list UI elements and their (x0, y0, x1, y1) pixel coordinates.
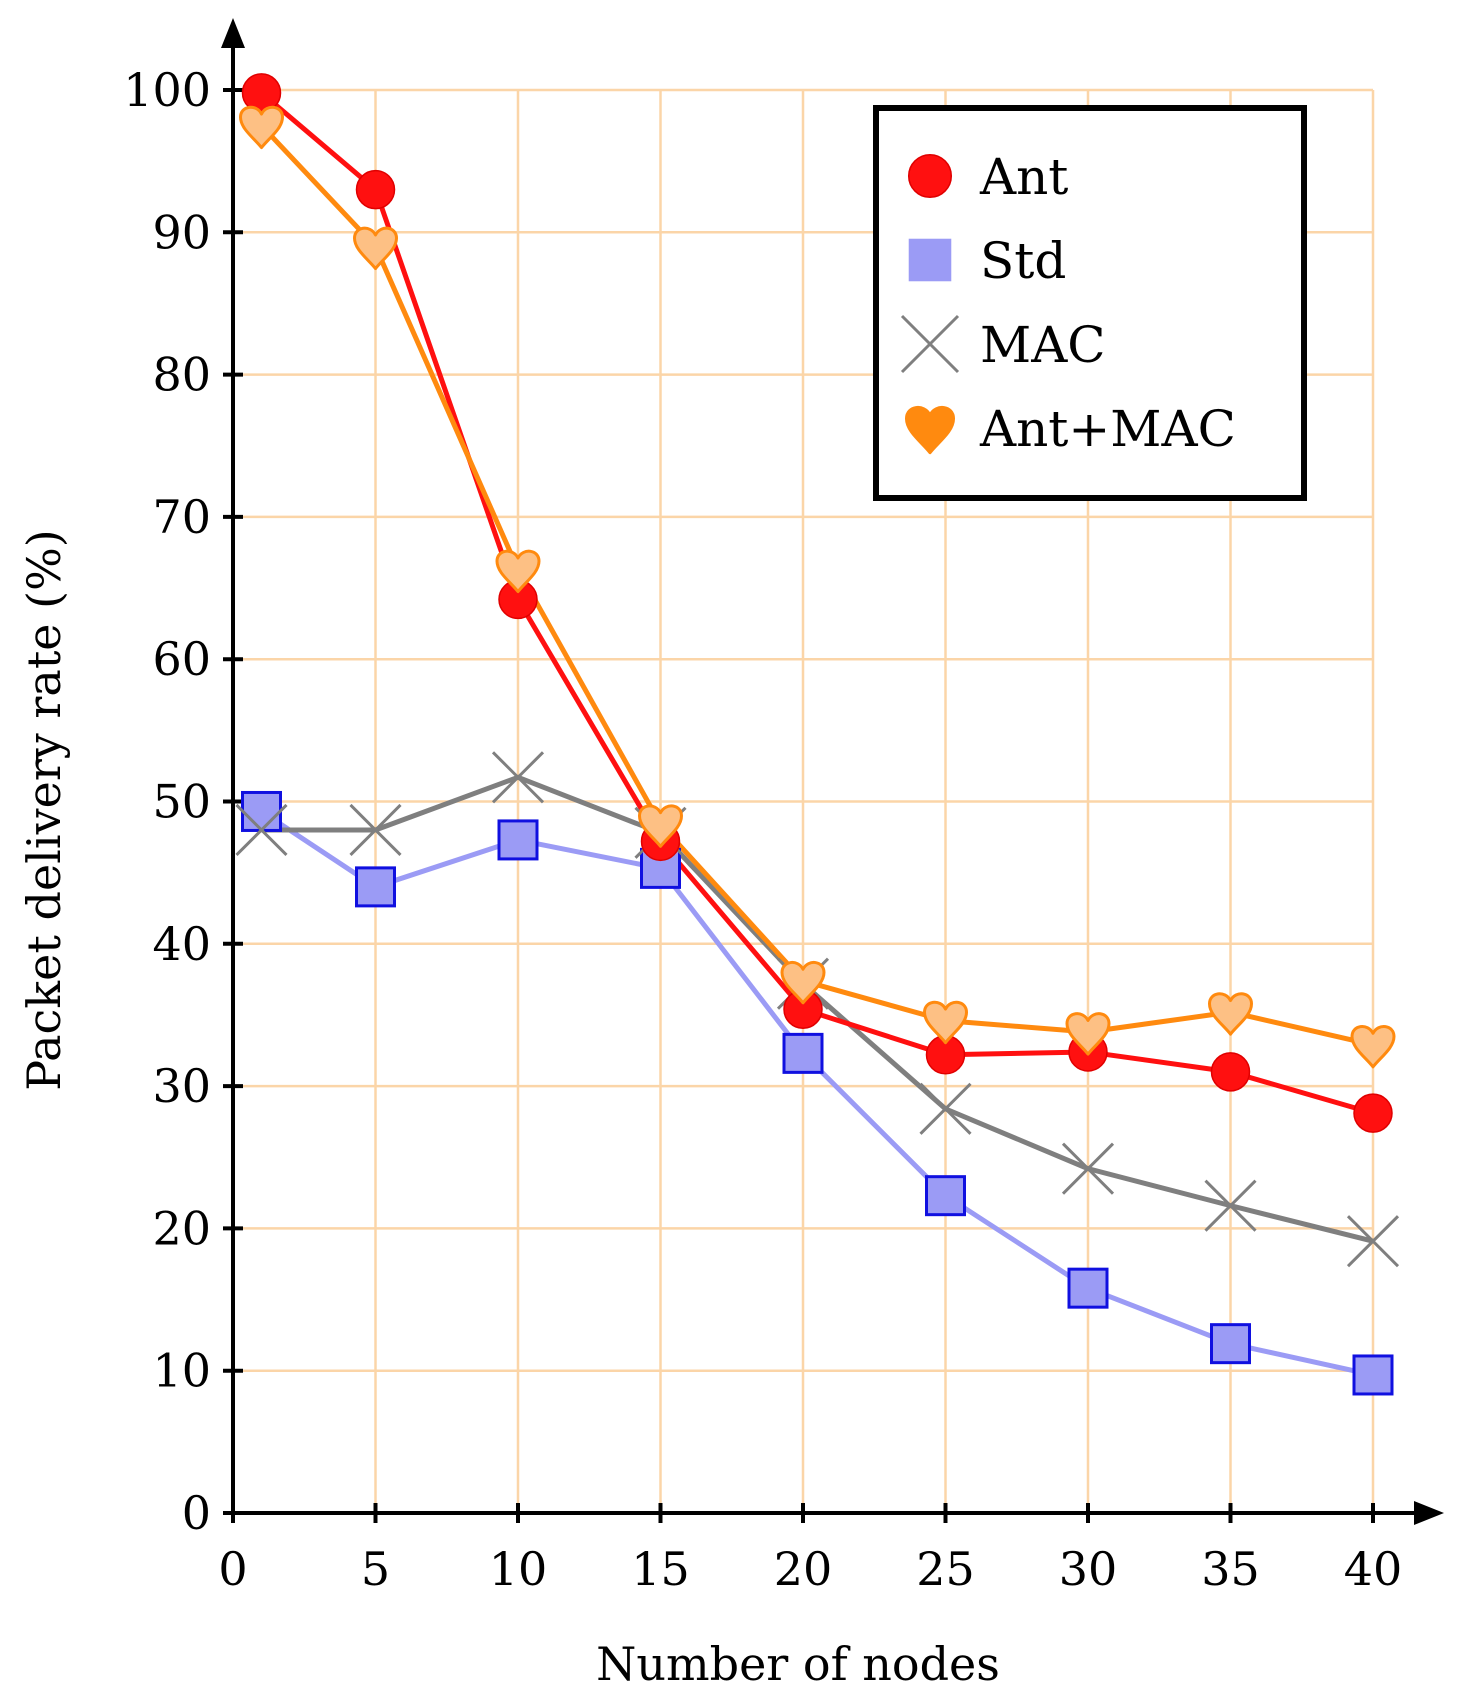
point-ant-mac-35 (1208, 992, 1253, 1036)
x-axis-arrow (1414, 1501, 1444, 1525)
point-mac-5 (349, 803, 402, 857)
legend-marker-ant (907, 153, 953, 199)
legend-label-std: Std (980, 232, 1066, 290)
x-axis-title: Number of nodes (596, 1637, 1000, 1691)
y-tick-label-100: 100 (123, 63, 211, 117)
point-mac-25 (919, 1082, 972, 1135)
y-tick-label-30: 30 (152, 1059, 211, 1113)
legend-label-ant-mac: Ant+MAC (979, 400, 1236, 458)
point-std-5 (355, 866, 396, 908)
series-group (235, 73, 1400, 1396)
point-mac-40 (1346, 1215, 1400, 1268)
point-ant-mac-15 (638, 804, 683, 848)
x-tick-label-25: 25 (916, 1542, 975, 1596)
x-tick-label-5: 5 (361, 1542, 390, 1596)
point-mac-10 (491, 751, 545, 804)
point-mac-1 (235, 803, 288, 857)
legend-label-ant: Ant (979, 148, 1068, 206)
y-tick-label-40: 40 (152, 917, 211, 971)
y-tick-label-10: 10 (152, 1344, 211, 1398)
point-ant-mac-5 (353, 226, 398, 271)
y-tick-label-60: 60 (152, 632, 211, 686)
point-mac-35 (1204, 1179, 1257, 1232)
series-line-std (260, 809, 1374, 1378)
y-tick-label-50: 50 (152, 775, 211, 829)
point-ant-mac-40 (1350, 1025, 1396, 1069)
y-axis-title: Packet delivery rate (%) (17, 529, 71, 1091)
point-std-25 (925, 1175, 966, 1217)
point-ant-mac-20 (780, 961, 826, 1005)
x-tick-label-40: 40 (1344, 1542, 1403, 1596)
point-ant-mac-25 (923, 1000, 968, 1045)
y-tick-label-20: 20 (152, 1201, 211, 1255)
y-tick-label-0: 0 (182, 1486, 211, 1540)
x-tick-label-30: 30 (1059, 1542, 1118, 1596)
point-ant-5 (355, 169, 396, 210)
ticks: 0 5 10 15 20 25 30 35 40 0 10 20 30 40 50 60 70 80 90 100 (123, 63, 1402, 1596)
y-tick-label-80: 80 (152, 348, 211, 402)
point-ant-40 (1353, 1093, 1393, 1133)
point-ant-mac-30 (1065, 1012, 1111, 1056)
point-std-35 (1210, 1323, 1251, 1365)
y-axis-arrow (221, 18, 245, 48)
legend-marker-std (908, 238, 952, 282)
legend: Ant Std MAC Ant+MAC (873, 105, 1307, 501)
legend-marker-mac (900, 314, 960, 374)
point-ant-mac-1 (239, 105, 284, 150)
point-ant-35 (1210, 1052, 1251, 1092)
point-std-20 (782, 1032, 824, 1074)
legend-marker-ant-mac (904, 406, 956, 455)
axes (221, 18, 1444, 1525)
legend-label-mac: MAC (980, 316, 1106, 374)
point-std-1 (241, 790, 282, 832)
x-tick-label-0: 0 (218, 1542, 247, 1596)
point-std-10 (497, 819, 539, 861)
x-tick-label-15: 15 (631, 1542, 690, 1596)
y-tick-label-90: 90 (152, 205, 211, 259)
y-tick-label-70: 70 (152, 490, 211, 544)
x-tick-label-20: 20 (774, 1542, 833, 1596)
point-std-30 (1067, 1267, 1109, 1309)
point-ant-mac-10 (495, 549, 541, 594)
x-tick-label-35: 35 (1201, 1542, 1260, 1596)
point-std-40 (1352, 1354, 1394, 1396)
x-tick-label-10: 10 (489, 1542, 548, 1596)
point-mac-30 (1061, 1142, 1115, 1195)
